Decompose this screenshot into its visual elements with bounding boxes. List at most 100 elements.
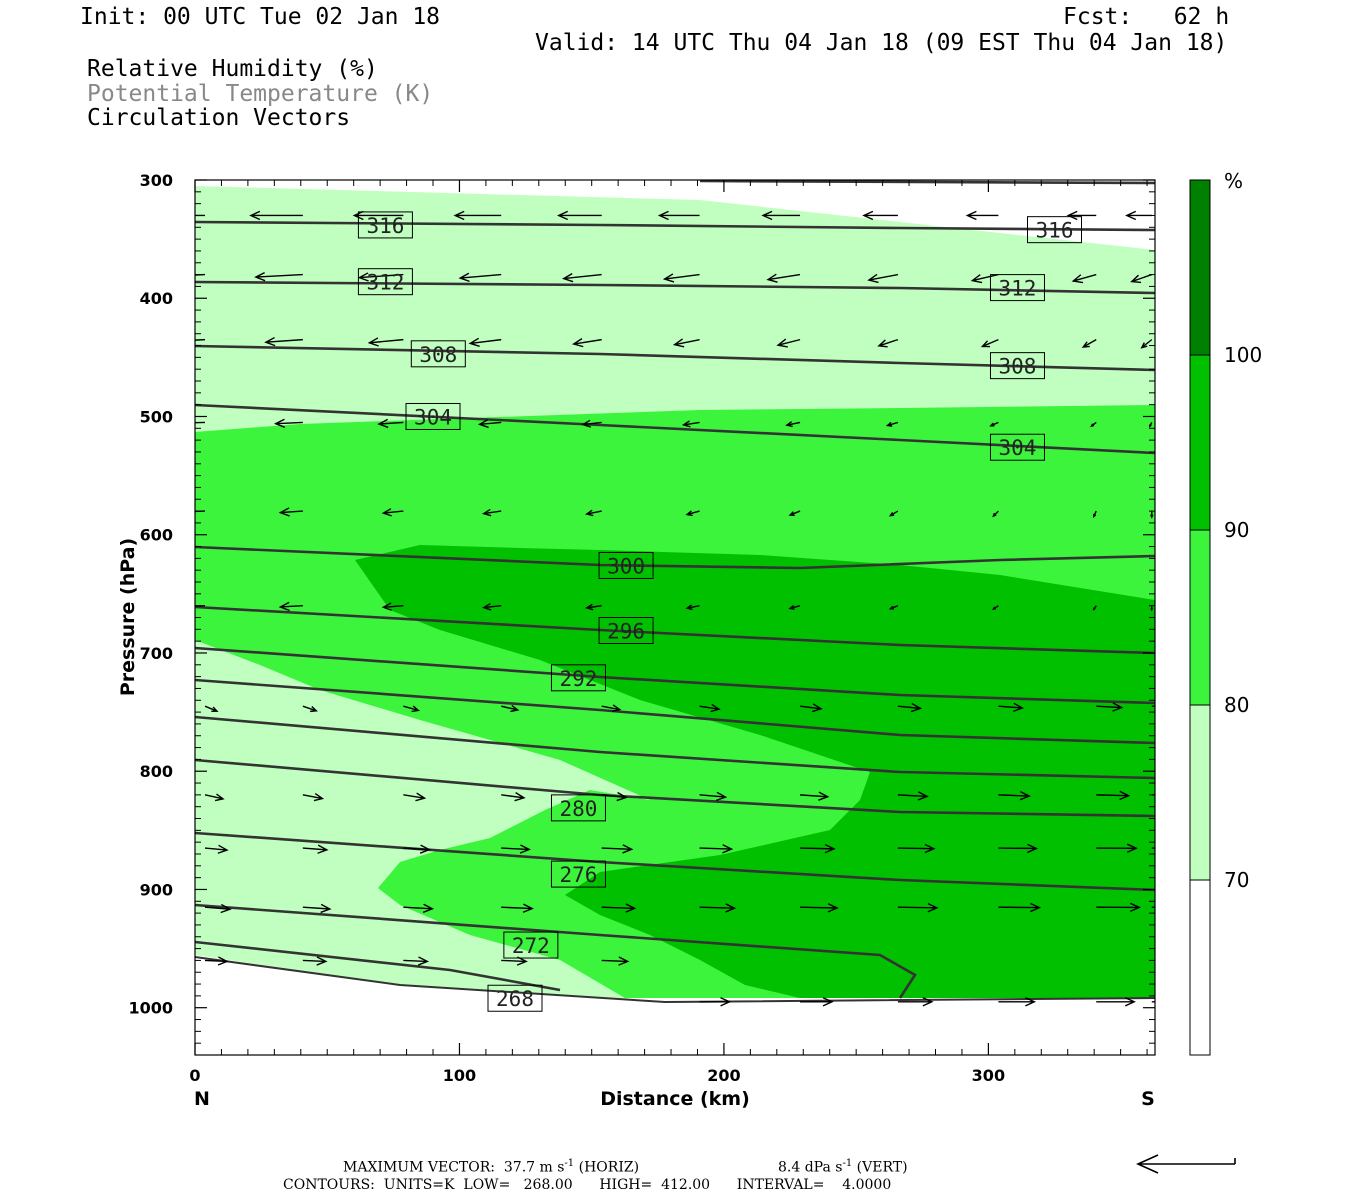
wind-vector	[278, 601, 303, 612]
wind-vector	[1151, 705, 1155, 708]
wind-vector	[1093, 510, 1097, 519]
wind-vector	[897, 997, 934, 1007]
theta-label-text: 304	[414, 405, 452, 429]
wind-vector	[1096, 790, 1131, 801]
wind-vector	[381, 602, 404, 611]
wind-vector	[991, 605, 999, 611]
theta-label-text: 304	[999, 436, 1037, 460]
ground-line	[195, 956, 1155, 1004]
theta-label-box	[598, 551, 654, 579]
theta-300-line	[195, 545, 1155, 570]
colorbar-segment	[1190, 880, 1210, 1055]
x-axis-right-end: S	[1141, 1088, 1155, 1110]
footer-contours: CONTOURS: UNITS=K LOW= 268.00 HIGH= 412.…	[283, 1177, 892, 1193]
y-tick-label: 500	[140, 407, 173, 426]
wind-vector	[992, 510, 999, 518]
theta-label-text: 272	[512, 934, 550, 958]
wind-vector	[352, 210, 404, 221]
theta-label-text: 268	[496, 987, 534, 1011]
wind-vector	[877, 338, 899, 348]
theta-label-text: 316	[1036, 219, 1074, 243]
wind-vector	[273, 418, 303, 428]
wind-vector	[799, 791, 830, 801]
wind-vector	[468, 337, 502, 348]
theta-label-box	[503, 931, 559, 959]
colorbar-segment	[1190, 530, 1210, 705]
y-tick-label: 800	[140, 762, 173, 781]
wind-vector	[766, 273, 801, 283]
wind-vector	[501, 704, 520, 713]
wind-vector	[403, 792, 427, 802]
wind-vector	[998, 791, 1031, 801]
theta-label-text: 296	[607, 620, 645, 644]
theta-label-text: 280	[560, 797, 598, 821]
wind-vector	[453, 210, 502, 221]
wind-vector	[403, 903, 435, 913]
wind-vector	[1096, 902, 1141, 913]
wind-vector	[1090, 421, 1097, 428]
theta-label-300: 300	[598, 551, 654, 579]
field-rh: Relative Humidity (%)	[87, 56, 378, 82]
theta-label-268: 268	[487, 984, 543, 1012]
wind-vector	[264, 336, 303, 347]
circulation-vectors	[195, 210, 1155, 1007]
wind-vector	[195, 338, 206, 341]
x-tick-label: 300	[972, 1066, 1005, 1085]
wind-vector	[1151, 1001, 1155, 1003]
wind-vector	[862, 210, 898, 221]
theta-label-text: 312	[999, 277, 1037, 301]
wind-vector	[788, 510, 801, 516]
wind-vector	[1151, 847, 1155, 849]
wind-vector	[501, 844, 531, 854]
colorbar-level-label: 80	[1224, 693, 1249, 717]
x-axis-left-end: N	[194, 1088, 210, 1110]
wind-vector	[897, 843, 936, 854]
wind-vector	[699, 791, 728, 802]
colorbar-level-label: 100	[1224, 343, 1262, 367]
wind-vector	[867, 273, 899, 284]
wind-vector	[989, 421, 999, 427]
theta-label-text: 276	[560, 863, 598, 887]
wind-vector	[799, 703, 823, 713]
wind-vector	[302, 956, 328, 966]
theta-284-line	[195, 715, 1155, 780]
colorbar-segment	[1190, 355, 1210, 530]
theta-label-text: 308	[419, 343, 457, 367]
theta-312-line	[195, 280, 1155, 295]
theta-label-308: 308	[410, 340, 466, 368]
wind-vector	[998, 843, 1039, 854]
wind-vector	[1140, 339, 1153, 349]
wind-vector	[403, 705, 420, 713]
wind-vector	[572, 338, 602, 348]
wind-vector	[403, 956, 430, 966]
wind-vector	[1151, 794, 1155, 796]
y-tick-label: 600	[140, 526, 173, 545]
wind-vector	[302, 792, 325, 802]
x-tick-label: 200	[707, 1066, 740, 1085]
wind-vector	[585, 509, 602, 517]
theta-label-box	[550, 794, 606, 822]
wind-vector	[1150, 605, 1154, 612]
wind-vector	[699, 903, 737, 913]
wind-vector	[302, 844, 329, 854]
wind-vector	[403, 844, 432, 854]
y-tick-label: 300	[140, 171, 173, 190]
theta-label-box	[989, 433, 1045, 461]
wind-vector	[585, 603, 602, 611]
wind-vector	[685, 604, 700, 611]
wind-vector	[970, 273, 999, 284]
theta-304-line	[195, 403, 1155, 455]
wind-vector	[980, 338, 999, 348]
wind-vector	[800, 903, 839, 913]
axes: 300 400 500 600 700 800 900 1000 0 100 200 300	[128, 171, 1155, 1085]
wind-vector	[888, 510, 899, 517]
theta-contour-lines	[195, 180, 1155, 1004]
theta-label-304: 304	[989, 433, 1045, 461]
wind-vector	[357, 272, 404, 282]
wind-vector	[998, 902, 1042, 913]
wind-vector	[888, 605, 899, 610]
theta-label-304: 304	[405, 402, 461, 430]
theta-label-text: 308	[999, 355, 1037, 379]
wind-vector	[685, 510, 700, 517]
wind-vector	[501, 792, 526, 802]
